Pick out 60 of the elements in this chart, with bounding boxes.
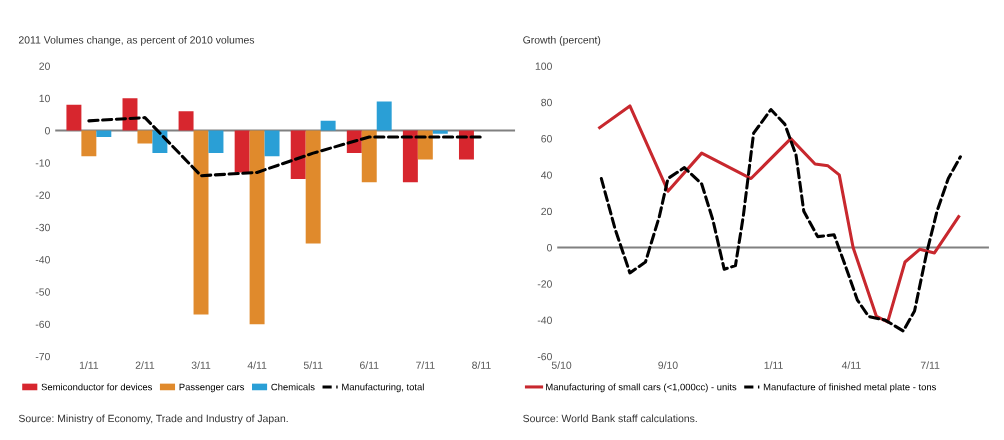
bar: [376, 101, 392, 131]
line-series: [87, 116, 483, 178]
y-tick-label: 0: [44, 127, 50, 135]
x-tick-label: 3/11: [191, 361, 211, 369]
legend-label: Manufacture of finished metal plate - tons: [763, 383, 937, 393]
x-tick-label: 8/11: [472, 361, 491, 369]
y-tick-label: -10: [35, 159, 50, 167]
x-tick-label: 1/11: [79, 361, 99, 369]
y-tick-label: -40: [537, 316, 552, 324]
bar: [96, 130, 112, 137]
x-tick-label: 5/10: [551, 361, 572, 369]
x-tick-label: 7/11: [416, 361, 435, 369]
bar: [208, 130, 224, 154]
bar: [361, 130, 377, 183]
bar: [432, 130, 448, 134]
y-tick-label: 10: [39, 94, 50, 103]
x-tick-label: 4/11: [841, 361, 861, 369]
x-tick-label: 5/11: [303, 361, 323, 369]
bar: [402, 130, 418, 183]
bar: [193, 130, 209, 315]
y-tick-label: -60: [537, 352, 552, 361]
x-tick-label: 6/11: [360, 361, 379, 369]
y-tick-label: -60: [35, 320, 50, 329]
x-tick-label: 2/11: [135, 361, 155, 369]
x-tick-label: 9/10: [658, 361, 678, 369]
bar: [305, 130, 321, 244]
y-tick-label: 80: [541, 98, 552, 107]
bar: [234, 130, 250, 173]
x-tick-label: 4/11: [247, 361, 267, 369]
y-axis-title: 2011 Volumes change, as percent of 2010 volumes: [18, 35, 255, 46]
y-tick-label: -50: [35, 288, 50, 296]
legend-label: Chemicals: [271, 383, 315, 391]
source-note: Source: Ministry of Economy, Trade and Industry of Japan.: [18, 414, 288, 425]
y-tick-label: 40: [541, 171, 552, 179]
y-tick-label: 0: [546, 244, 552, 252]
legend-label: Manufacturing, total: [342, 383, 424, 393]
bar: [66, 104, 82, 131]
x-tick-label: 7/11: [920, 361, 940, 369]
bar: [81, 130, 97, 157]
y-tick-label: -40: [35, 256, 50, 264]
legend-label: Passenger cars: [179, 383, 245, 393]
bar: [264, 130, 280, 157]
bar: [290, 130, 306, 179]
legend-label: Semiconductor for devices: [41, 383, 153, 391]
y-tick-label: 100: [535, 62, 552, 70]
y-tick-label: -30: [35, 223, 50, 232]
bar: [320, 120, 336, 131]
y-tick-label: 60: [541, 135, 552, 143]
y-tick-label: -20: [35, 191, 50, 199]
y-tick-label: 20: [541, 207, 552, 216]
y-tick-label: 20: [39, 62, 50, 70]
legend-label: Manufacturing of small cars (<1,000cc) - units: [546, 383, 737, 393]
x-tick-label: 1/11: [764, 361, 783, 369]
y-tick-label: -20: [537, 280, 552, 288]
bar: [137, 130, 153, 144]
y-axis-title: Growth (percent): [523, 35, 601, 46]
bar: [249, 130, 265, 325]
bar: [178, 111, 194, 131]
source-note: Source: World Bank staff calculations.: [523, 414, 697, 423]
y-tick-label: -70: [35, 352, 50, 361]
